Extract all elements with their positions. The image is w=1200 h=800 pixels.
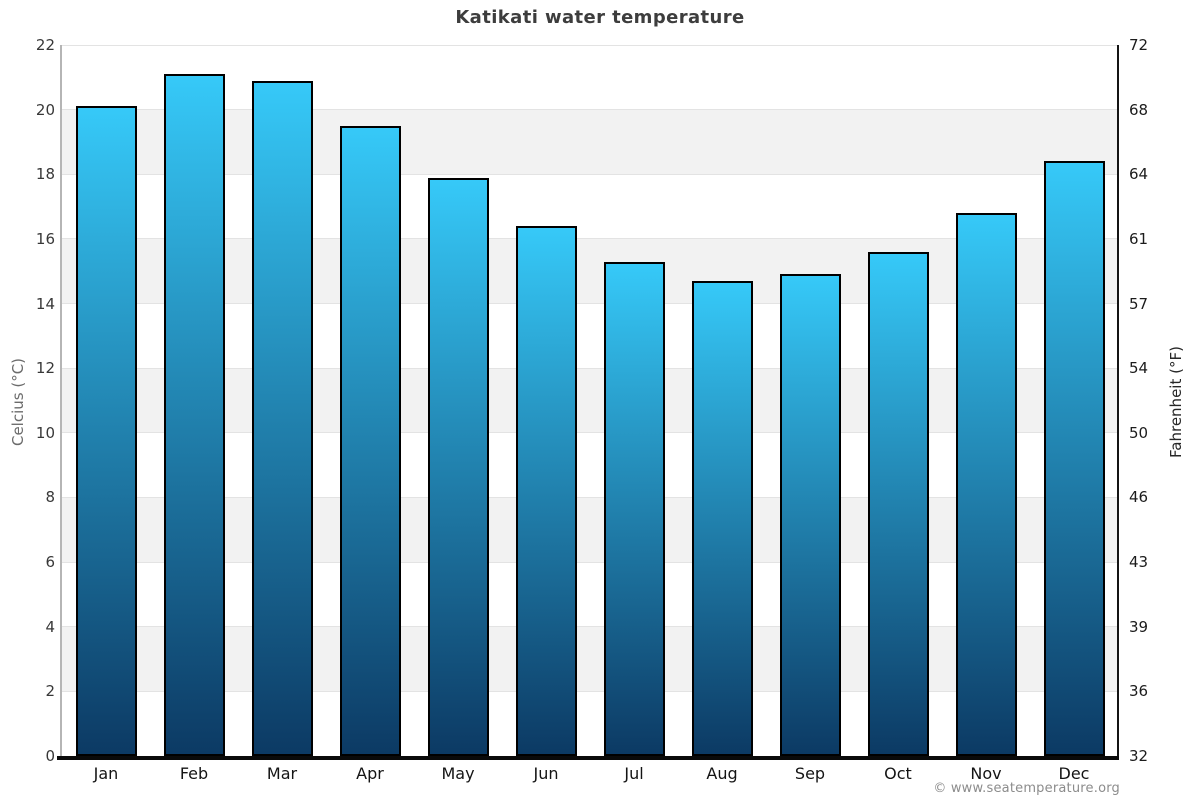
- bar-jun: [515, 225, 577, 756]
- bar-aug: [691, 280, 753, 756]
- x-tick-label-jun: Jun: [533, 764, 559, 783]
- y-axis-line-right: [1117, 45, 1119, 760]
- gridline: [62, 109, 1118, 111]
- y-axis-label-celsius: Celcius (°C): [9, 357, 27, 447]
- y-tick-label-celsius: 4: [45, 617, 55, 636]
- y-tick-label-celsius: 22: [35, 36, 55, 54]
- x-tick-label-jan: Jan: [93, 764, 119, 783]
- gridline: [62, 303, 1118, 305]
- y-tick-label-fahrenheit: 39: [1129, 617, 1149, 636]
- bar-jul: [603, 261, 665, 756]
- x-tick-label-aug: Aug: [706, 764, 738, 783]
- background-band: [62, 368, 1118, 433]
- bar-jan: [75, 106, 137, 756]
- bar-mar: [251, 80, 313, 756]
- bar-may: [427, 177, 489, 756]
- background-band: [62, 497, 1118, 563]
- y-tick-label-celsius: 0: [45, 747, 55, 765]
- gridline: [62, 561, 1118, 563]
- attribution-link[interactable]: © www.seatemperature.org: [933, 781, 1120, 796]
- gridline: [62, 496, 1118, 498]
- y-tick-label-fahrenheit: 36: [1129, 682, 1149, 701]
- y-tick-label-celsius: 12: [35, 359, 55, 378]
- y-tick-label-fahrenheit: 57: [1129, 294, 1149, 313]
- y-tick-label-fahrenheit: 54: [1129, 359, 1149, 378]
- y-tick-label-fahrenheit: 68: [1129, 100, 1149, 119]
- y-axis-ticks-fahrenheit: 72 68 64 61 57 54 50 46 43 39 36 32: [1129, 36, 1189, 765]
- x-axis-ticks-months: Jan Feb Mar Apr May Jun Jul Aug Sep Oct Nov Dec: [62, 764, 1118, 788]
- y-tick-label-fahrenheit: 61: [1129, 229, 1149, 248]
- x-tick-label-mar: Mar: [266, 764, 298, 783]
- gridline: [62, 690, 1118, 692]
- y-tick-label-celsius: 6: [45, 553, 55, 572]
- y-tick-label-celsius: 20: [35, 100, 55, 119]
- gridline: [62, 432, 1118, 434]
- background-band: [62, 109, 1118, 175]
- x-tick-label-oct: Oct: [884, 764, 912, 783]
- y-tick-label-celsius: 14: [35, 294, 55, 313]
- x-tick-label-jul: Jul: [624, 764, 644, 783]
- y-tick-label-celsius: 10: [35, 423, 55, 442]
- x-tick-label-sep: Sep: [794, 764, 826, 783]
- y-tick-label-celsius: 8: [45, 488, 55, 507]
- background-band: [62, 626, 1118, 692]
- background-band: [62, 238, 1118, 304]
- bar-feb: [163, 74, 225, 756]
- bar-sep: [779, 274, 841, 756]
- y-tick-label-celsius: 2: [45, 682, 55, 701]
- gridline: [62, 626, 1118, 628]
- y-tick-label-celsius: 16: [35, 229, 55, 248]
- y-tick-label-fahrenheit: 64: [1129, 165, 1149, 184]
- x-tick-label-may: May: [441, 764, 475, 783]
- gridline: [62, 238, 1118, 240]
- y-tick-label-fahrenheit: 50: [1129, 423, 1149, 442]
- y-tick-label-fahrenheit: 72: [1129, 36, 1149, 54]
- y-axis-ticks-celsius: 22 20 18 16 14 12 10 8 6 4 2 0: [0, 36, 55, 765]
- y-tick-label-fahrenheit: 32: [1129, 747, 1149, 765]
- y-tick-label-fahrenheit: 43: [1129, 553, 1149, 572]
- x-axis-line: [57, 756, 1119, 760]
- bar-oct: [867, 251, 929, 756]
- bar-dec: [1043, 161, 1105, 756]
- plot-area: [62, 44, 1118, 756]
- y-tick-label-fahrenheit: 46: [1129, 488, 1149, 507]
- y-tick-label-celsius: 18: [35, 165, 55, 184]
- bar-nov: [955, 213, 1017, 756]
- gridline: [62, 173, 1118, 175]
- chart-title: Katikati water temperature: [455, 7, 745, 28]
- x-tick-label-apr: Apr: [356, 764, 384, 783]
- y-axis-label-fahrenheit: Fahrenheit (°F): [1167, 346, 1185, 458]
- x-tick-label-dec: Dec: [1058, 764, 1090, 783]
- gridline: [62, 44, 1118, 46]
- x-tick-label-feb: Feb: [179, 764, 209, 783]
- gridline: [62, 367, 1118, 369]
- x-tick-label-nov: Nov: [970, 764, 1002, 783]
- bar-apr: [339, 125, 401, 756]
- y-axis-line-left: [60, 45, 62, 756]
